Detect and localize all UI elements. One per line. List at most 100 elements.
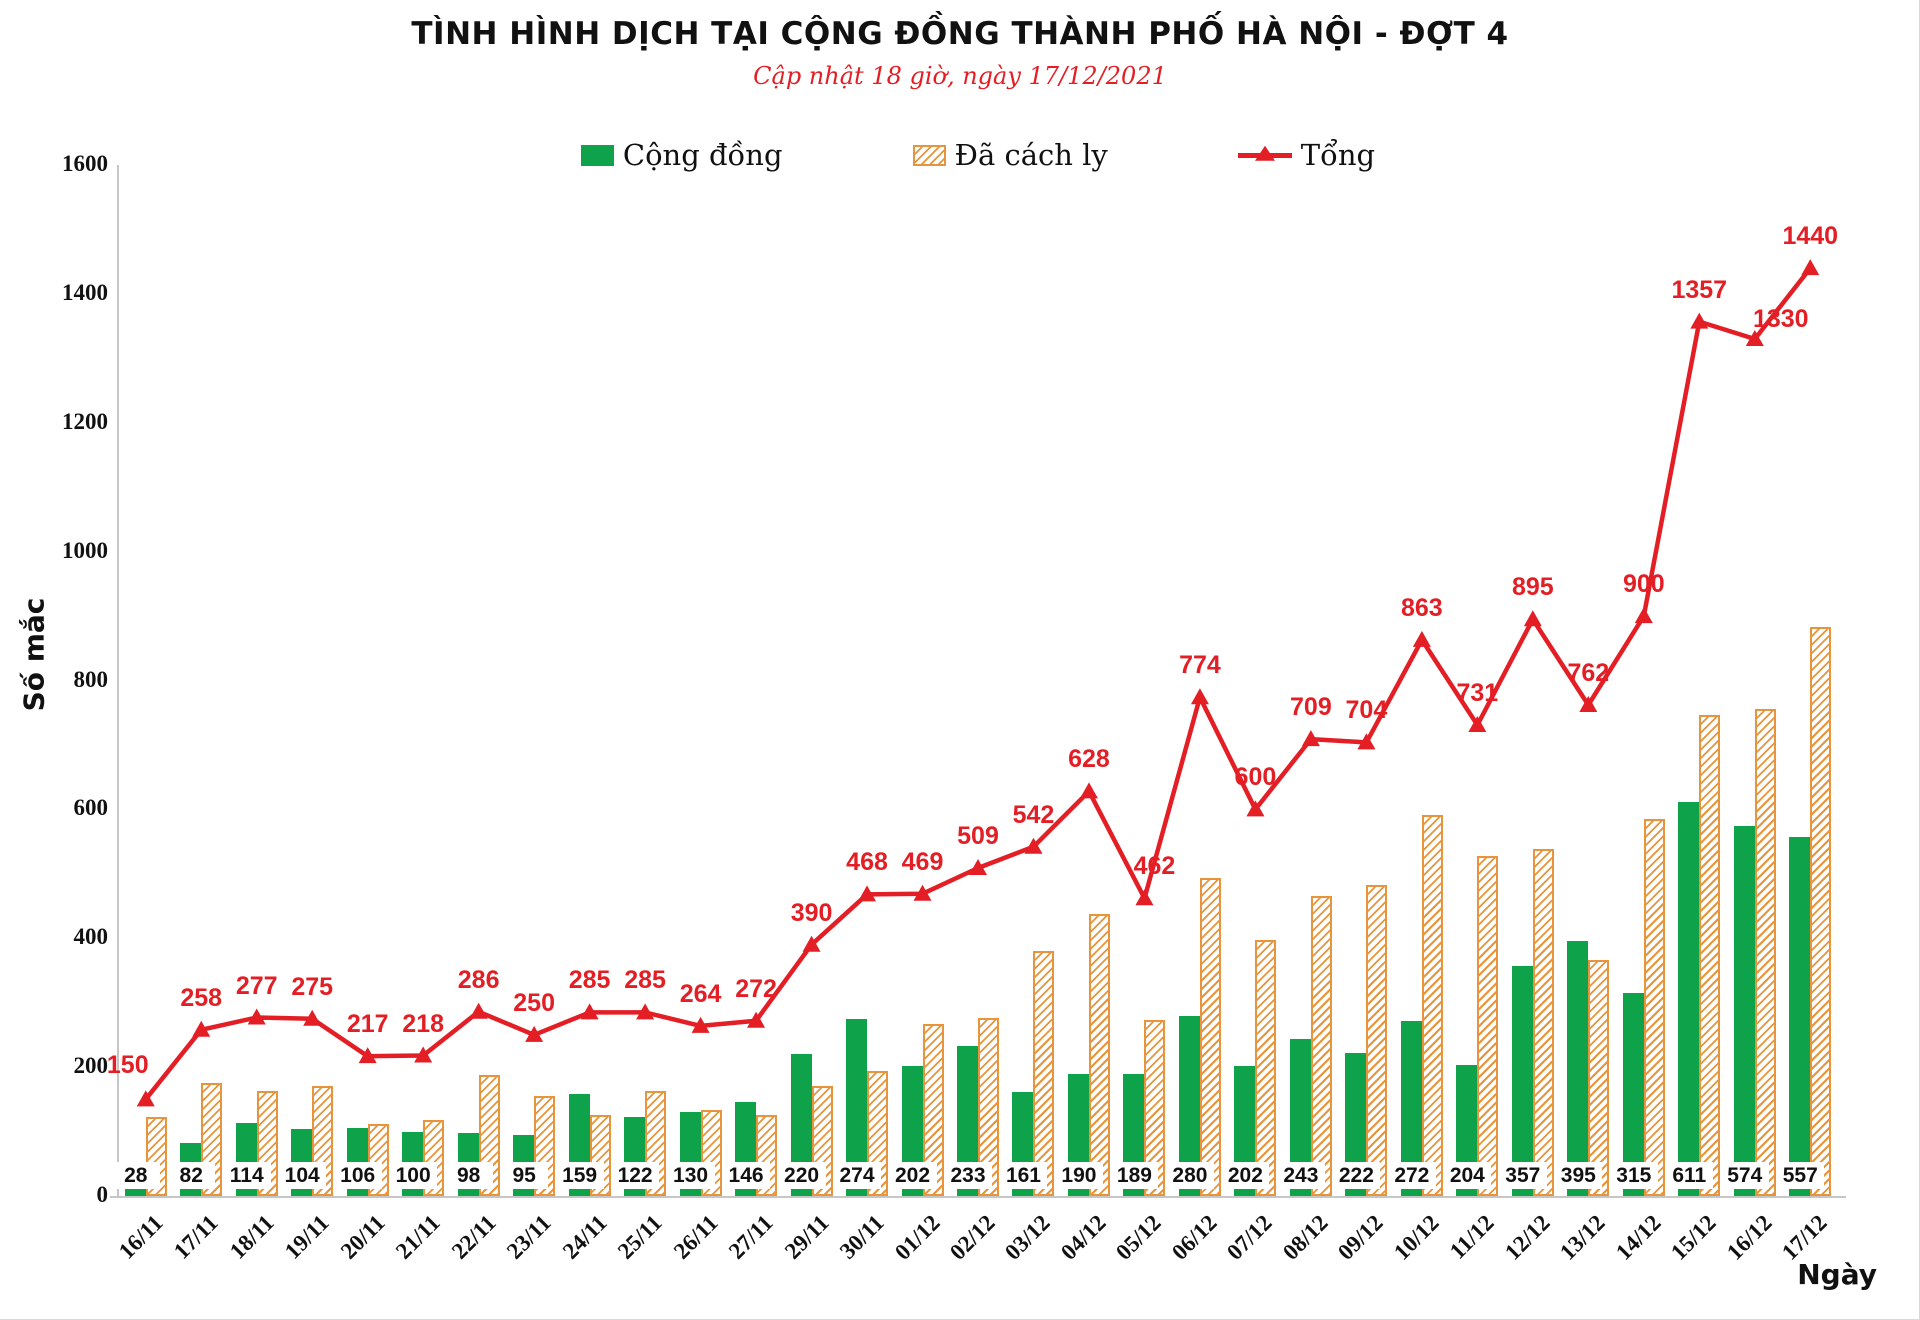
bar-value-label: 100 <box>389 1162 438 1189</box>
total-marker <box>192 1020 211 1037</box>
total-label: 275 <box>291 972 334 1001</box>
total-label: 150 <box>106 1051 149 1080</box>
hatched-bar-swatch-icon <box>912 144 946 166</box>
bar-value-label: 202 <box>1221 1162 1270 1189</box>
legend-item-da-cach-ly: Đã cách ly <box>912 138 1108 172</box>
y-tick-label: 800 <box>73 666 109 692</box>
total-label: 1440 <box>1782 222 1839 251</box>
total-marker <box>1135 889 1154 906</box>
total-label: 469 <box>901 847 944 876</box>
bar-value-label: 272 <box>1387 1162 1436 1189</box>
community-bar <box>1345 1052 1367 1196</box>
total-marker <box>1690 312 1709 329</box>
quarantined-bar <box>1532 849 1554 1196</box>
bar-value-label: 130 <box>666 1162 715 1189</box>
quarantined-bar <box>1255 939 1277 1196</box>
bar-value-label: 315 <box>1609 1162 1658 1189</box>
bar-value-label: 146 <box>722 1162 771 1189</box>
total-label: 900 <box>1622 570 1665 599</box>
quarantined-bar <box>1588 959 1610 1196</box>
total-marker <box>1190 688 1209 705</box>
y-tick-label: 1200 <box>62 408 108 434</box>
community-bar <box>1789 837 1811 1196</box>
total-label: 286 <box>457 965 500 994</box>
triangle-icon <box>1254 145 1275 161</box>
quarantined-bar <box>1144 1020 1166 1196</box>
total-label: 468 <box>846 848 888 877</box>
quarantined-bar <box>1033 950 1055 1196</box>
total-marker <box>1357 733 1376 750</box>
legend-label: Đã cách ly <box>954 138 1108 172</box>
total-marker <box>1523 610 1542 627</box>
quarantined-bar <box>1699 715 1721 1196</box>
community-bar <box>1289 1039 1311 1196</box>
total-marker <box>691 1016 710 1033</box>
total-marker <box>747 1011 766 1028</box>
bar-value-label: 280 <box>1165 1162 1214 1189</box>
total-marker <box>1301 730 1320 747</box>
total-marker <box>469 1002 488 1019</box>
total-label: 1357 <box>1671 275 1728 304</box>
bar-value-label: 161 <box>999 1162 1048 1189</box>
total-label: 272 <box>735 974 777 1003</box>
total-marker <box>247 1008 266 1025</box>
bar-value-label: 122 <box>611 1162 660 1189</box>
total-marker <box>358 1047 377 1064</box>
community-bar <box>957 1045 978 1196</box>
total-label: 277 <box>235 971 278 1000</box>
legend-item-tong: Tổng <box>1237 138 1376 172</box>
green-bar-swatch-icon <box>580 144 614 166</box>
bar-value-label: 395 <box>1554 1162 1603 1189</box>
total-marker <box>802 935 821 952</box>
bar-value-label: 204 <box>1443 1162 1492 1189</box>
y-tick-label: 1400 <box>62 279 108 305</box>
bar-value-label: 243 <box>1276 1162 1325 1189</box>
y-tick-label: 0 <box>96 1182 109 1207</box>
quarantined-bar <box>1310 895 1332 1196</box>
y-axis-title: Số mắc <box>17 597 51 712</box>
total-marker <box>1412 630 1431 647</box>
bar-value-label: 274 <box>833 1162 882 1189</box>
chart-subtitle: Cập nhật 18 giờ, ngày 17/12/2021 <box>753 62 1167 90</box>
total-label: 762 <box>1567 658 1610 687</box>
bar-value-label: 190 <box>1054 1162 1103 1189</box>
community-bar <box>1567 941 1589 1196</box>
y-tick-label: 200 <box>73 1053 109 1079</box>
quarantined-bar <box>1643 819 1665 1196</box>
bar-value-label: 233 <box>944 1162 992 1189</box>
quarantined-bar <box>1477 856 1499 1196</box>
total-marker <box>858 885 877 902</box>
total-marker <box>136 1090 155 1107</box>
total-marker <box>1801 259 1820 276</box>
total-marker <box>1024 837 1043 854</box>
total-label: 218 <box>402 1009 445 1038</box>
total-line-layer <box>136 259 1820 1107</box>
quarantined-bar <box>1754 708 1776 1196</box>
total-label: 250 <box>513 988 555 1017</box>
total-label: 600 <box>1234 763 1277 792</box>
total-label: 390 <box>790 898 833 927</box>
total-label: 895 <box>1511 573 1554 602</box>
red-line-marker-icon <box>1237 145 1292 161</box>
total-label: 628 <box>1068 745 1110 774</box>
total-marker <box>303 1009 322 1026</box>
total-label: 863 <box>1401 593 1443 622</box>
total-label: 509 <box>957 822 999 850</box>
total-marker <box>414 1046 433 1063</box>
total-label: 704 <box>1345 696 1388 725</box>
bar-value-label: 106 <box>333 1162 382 1189</box>
quarantined-bar <box>1366 885 1388 1196</box>
quarantined-bar <box>1810 627 1832 1196</box>
legend-label: Tổng <box>1300 138 1376 172</box>
community-bar <box>1511 965 1533 1196</box>
total-marker <box>1468 715 1487 732</box>
total-marker <box>580 1003 599 1020</box>
bar-value-label: 220 <box>777 1162 826 1189</box>
total-label: 542 <box>1012 800 1055 829</box>
total-marker <box>636 1003 655 1020</box>
total-label: 258 <box>180 983 223 1012</box>
legend: Cộng đồng Đã cách ly Tổng <box>118 138 1838 172</box>
y-tick-label: 600 <box>73 795 109 821</box>
bar-value-label: 104 <box>278 1162 327 1189</box>
